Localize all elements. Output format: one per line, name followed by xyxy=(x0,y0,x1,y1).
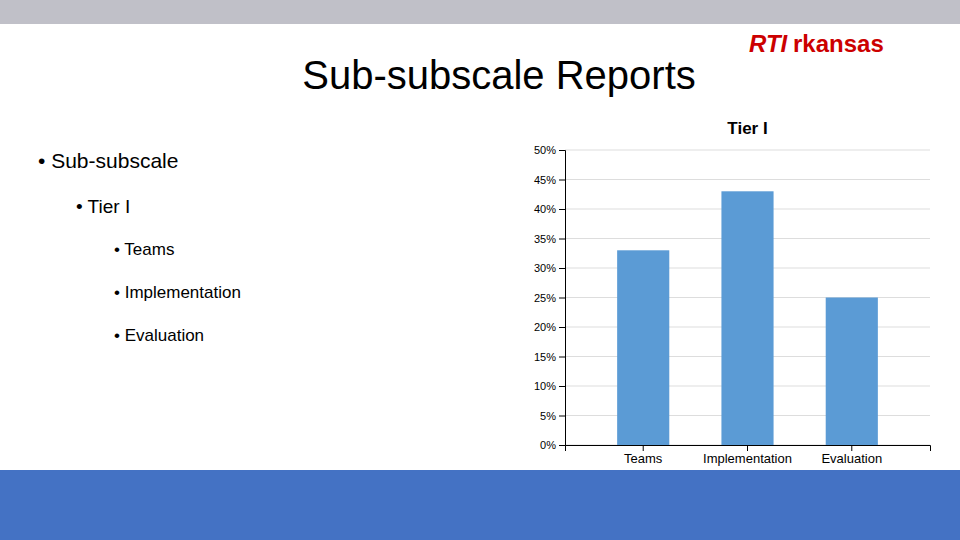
y-tick: 45% xyxy=(534,174,565,186)
logo-text: rkansas xyxy=(793,30,884,57)
axis-line xyxy=(566,446,931,452)
x-tick: Evaluation xyxy=(821,445,882,466)
slide-background xyxy=(0,0,960,540)
bars xyxy=(617,191,878,445)
tick-mark xyxy=(559,239,565,240)
logo-text: RTI xyxy=(749,30,789,57)
tick-mark xyxy=(747,445,748,451)
tick-mark xyxy=(559,298,565,299)
tick-mark xyxy=(559,445,565,446)
tick-label: 15% xyxy=(534,351,556,363)
tick-label: 25% xyxy=(534,292,556,304)
x-tick: Teams xyxy=(624,445,663,466)
tick-label: 35% xyxy=(534,233,556,245)
tick-label: 40% xyxy=(534,203,556,215)
y-tick: 0% xyxy=(540,439,565,451)
tick-label: 20% xyxy=(534,321,556,333)
y-tick: 5% xyxy=(540,410,565,422)
footer-bar xyxy=(0,470,960,540)
tick-label: 30% xyxy=(534,262,556,274)
tick-label: Evaluation xyxy=(821,451,882,466)
bullet: • Sub-subscale xyxy=(38,149,178,172)
slide-title: Sub-subscale Reports xyxy=(302,53,696,97)
tick-label: 45% xyxy=(534,174,556,186)
y-tick: 50% xyxy=(534,144,565,156)
y-tick: 40% xyxy=(534,203,565,215)
slide: Sub-subscale Reports RTIrkansas • Sub-subs… xyxy=(0,0,960,540)
tick-label: 50% xyxy=(534,144,556,156)
grid xyxy=(565,150,930,445)
tick-mark xyxy=(559,209,565,210)
tick-label: 10% xyxy=(534,380,556,392)
tick-label: 0% xyxy=(540,439,556,451)
tick-mark xyxy=(559,150,565,151)
y-tick: 20% xyxy=(534,321,565,333)
y-tick: 25% xyxy=(534,292,565,304)
grid-line xyxy=(565,150,930,151)
y-tick: 15% xyxy=(534,351,565,363)
bullet: • Teams xyxy=(114,240,174,259)
tick-label: Teams xyxy=(624,451,663,466)
bar xyxy=(617,250,669,445)
bar xyxy=(721,191,773,445)
tick-mark xyxy=(559,268,565,269)
chart: 0% 5% 10% 15% 20% 25% 30% 35% 40% 45% 50% Teams Impl… xyxy=(534,119,931,466)
axis-line xyxy=(559,151,566,446)
bar xyxy=(826,298,878,446)
tick-mark xyxy=(559,416,565,417)
tick-label: Implementation xyxy=(703,451,792,466)
y-tick: 10% xyxy=(534,380,565,392)
chart-title: Tier I xyxy=(727,119,767,138)
x-axis: Teams Implementation Evaluation xyxy=(566,445,931,466)
y-tick: 30% xyxy=(534,262,565,274)
bullet: • Evaluation xyxy=(114,326,204,345)
top-strip xyxy=(0,0,960,24)
tick-mark xyxy=(559,386,565,387)
y-tick: 35% xyxy=(534,233,565,245)
tick-mark xyxy=(559,357,565,358)
tick-mark xyxy=(559,327,565,328)
tick-mark xyxy=(851,445,852,451)
x-tick: Implementation xyxy=(703,445,792,466)
grid-line xyxy=(565,179,930,180)
bullet: • Implementation xyxy=(114,283,241,302)
tick-mark xyxy=(559,180,565,181)
bullet: • Tier I xyxy=(76,196,130,217)
tick-label: 5% xyxy=(540,410,556,422)
y-axis: 0% 5% 10% 15% 20% 25% 30% 35% 40% 45% 50% xyxy=(534,144,566,451)
tick-mark xyxy=(643,445,644,451)
